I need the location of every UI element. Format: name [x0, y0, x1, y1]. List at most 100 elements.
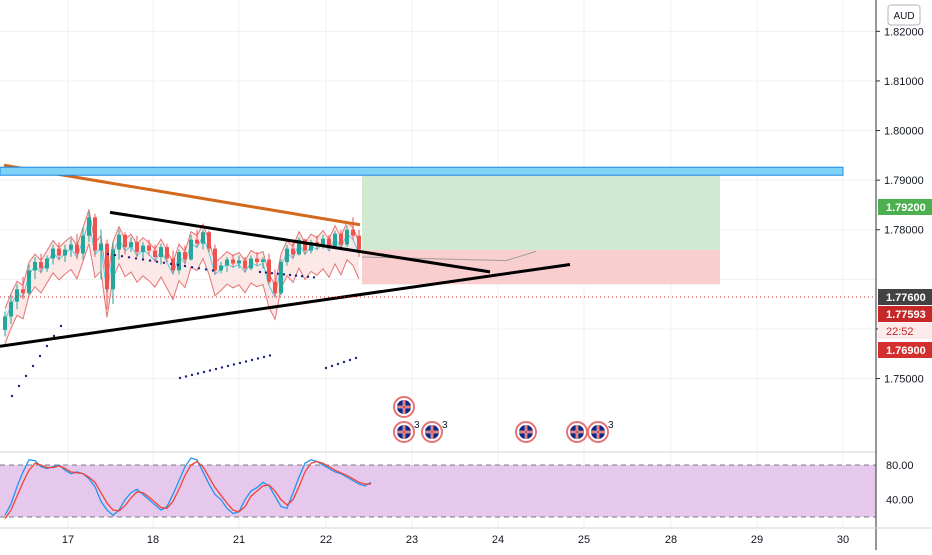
sar-dot: [264, 271, 268, 274]
candle-body: [105, 243, 109, 290]
candle-body: [45, 258, 49, 269]
event-flag-icon[interactable]: 3: [421, 420, 448, 443]
candle-body: [141, 245, 145, 253]
time-tick-label: 18: [147, 534, 159, 546]
candle-body: [51, 248, 55, 259]
candle-body: [93, 217, 97, 251]
entry-badge[interactable]: 1.77593: [878, 306, 932, 322]
candle-body: [135, 242, 139, 253]
candle-body: [303, 239, 307, 251]
candle: [9, 295, 13, 324]
candle-body: [351, 229, 355, 236]
stop-loss-badge[interactable]: 1.76900: [878, 342, 932, 358]
candle: [297, 237, 301, 256]
time-tick-label: 29: [751, 534, 763, 546]
candle-body: [15, 289, 19, 302]
sar-dot: [262, 355, 266, 359]
trendlines[interactable]: [0, 210, 571, 348]
sar-dot: [113, 253, 117, 257]
candle: [69, 238, 73, 258]
sar-dot: [196, 372, 200, 375]
economic-events[interactable]: 3 3 3: [393, 396, 614, 443]
candle-body: [123, 234, 127, 248]
candle: [249, 255, 253, 271]
time-axis[interactable]: 17 18 21 22 23 24 25 28 29 30: [0, 527, 932, 546]
candle-body: [309, 242, 313, 251]
candle: [267, 253, 271, 285]
sar-dot: [342, 360, 346, 364]
sar-dot: [226, 364, 230, 368]
candle: [33, 257, 37, 280]
candle: [93, 213, 97, 258]
countdown-badge[interactable]: 22:52: [878, 323, 932, 339]
candle: [153, 244, 157, 262]
candle-body: [333, 233, 337, 248]
stochastic-pane: [0, 451, 876, 520]
sar-dot: [162, 261, 166, 264]
resistance-zone[interactable]: [0, 166, 844, 176]
candle-body: [183, 252, 187, 260]
candle: [141, 242, 145, 260]
candle-body: [219, 265, 223, 271]
candle: [87, 212, 91, 243]
candle: [303, 238, 307, 255]
candle: [243, 257, 247, 272]
currency-button[interactable]: AUD: [887, 4, 921, 26]
candle-body: [9, 301, 13, 317]
sar-dot: [141, 258, 145, 261]
lower-trendline[interactable]: [0, 262, 571, 348]
candle-body: [153, 250, 157, 258]
candle: [21, 276, 25, 300]
stop-loss-badge-bg: [878, 342, 932, 358]
event-flag-icon[interactable]: 3: [393, 420, 420, 443]
resistance-box[interactable]: [0, 166, 844, 176]
event-flag-icon[interactable]: 3: [587, 420, 614, 443]
sar-dot: [106, 252, 110, 256]
sar-dot: [330, 364, 334, 368]
event-flag-icon[interactable]: [515, 421, 537, 443]
candle: [285, 244, 289, 266]
candle-body: [231, 259, 235, 264]
event-flag-icon[interactable]: [566, 421, 588, 443]
take-profit-badge[interactable]: 1.79200: [878, 199, 932, 215]
sar-dot: [176, 263, 180, 267]
candle-body: [357, 235, 361, 250]
sar-dot: [38, 354, 42, 358]
take-profit-zone[interactable]: [362, 170, 720, 250]
candle: [207, 230, 211, 253]
candle-body: [111, 249, 115, 290]
candle-body: [273, 281, 277, 294]
price-tick-label: 1.80000: [884, 126, 924, 138]
price-tick-label: 1.75000: [884, 374, 924, 386]
candle-body: [147, 245, 151, 251]
sar-dot: [288, 273, 292, 277]
candle-body: [267, 259, 271, 282]
candle: [339, 229, 343, 248]
candle-body: [261, 259, 265, 262]
sar-dot: [220, 366, 224, 369]
sar-dot: [211, 269, 215, 272]
sar-dot: [134, 257, 138, 260]
event-flag-icon[interactable]: [393, 396, 415, 418]
candle-body: [255, 258, 259, 262]
candle: [273, 269, 277, 297]
stoch-k-line: [4, 457, 372, 517]
candle: [213, 244, 217, 275]
sar-dot: [52, 334, 56, 338]
time-tick-label: 23: [406, 534, 418, 546]
candle: [51, 244, 55, 265]
candle: [237, 255, 241, 269]
candle-body: [243, 260, 247, 269]
current-price-badge[interactable]: 1.77600: [878, 289, 932, 305]
sar-dot: [208, 369, 212, 372]
candle: [27, 264, 31, 296]
upper-trendline[interactable]: [109, 210, 491, 274]
sar-dot: [148, 259, 152, 262]
candle: [105, 239, 109, 310]
candle-body: [249, 258, 253, 269]
time-tick-label: 17: [62, 534, 74, 546]
price-tick-label: 1.78000: [884, 225, 924, 237]
sar-dot: [155, 260, 159, 263]
